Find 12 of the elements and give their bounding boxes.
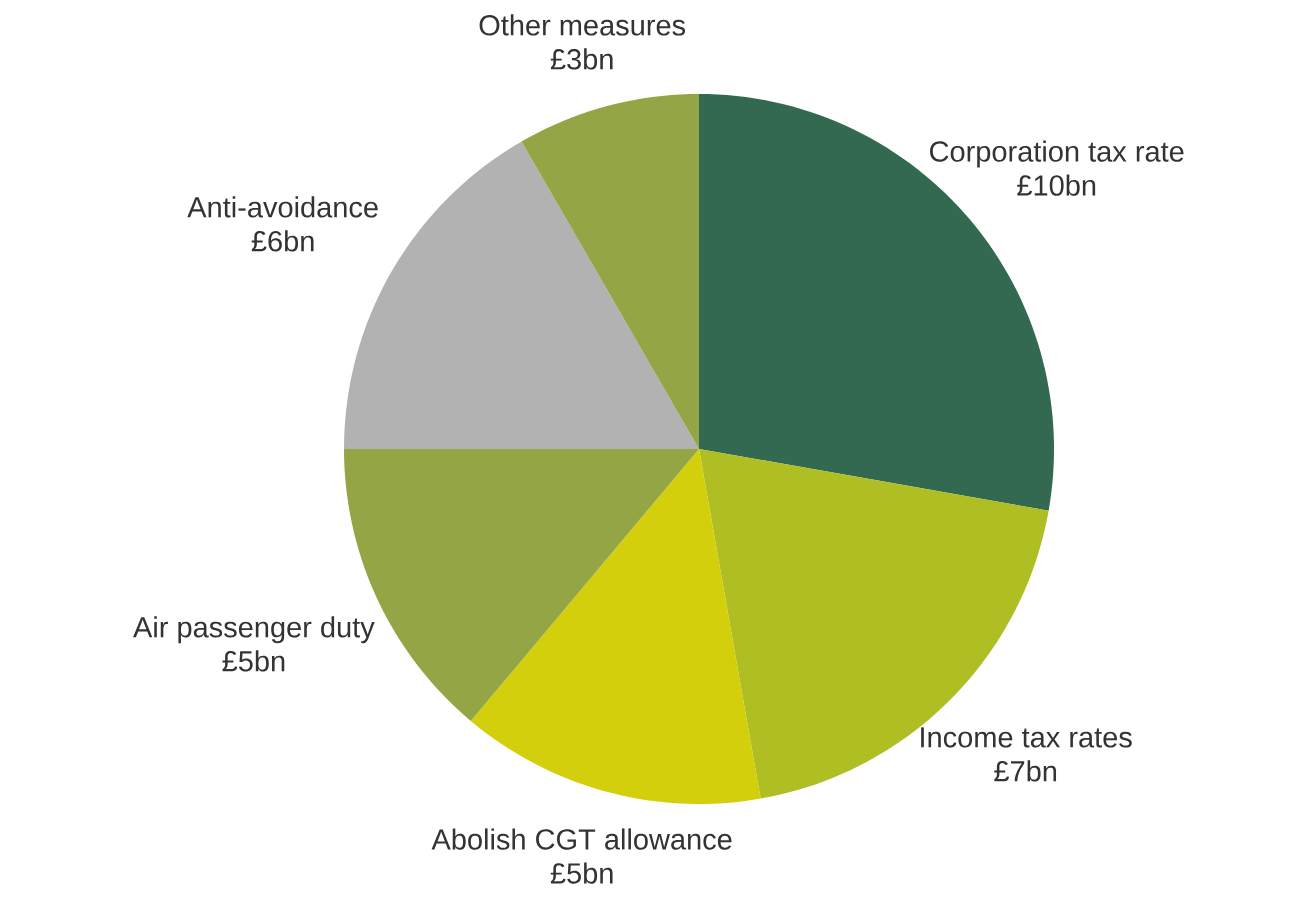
data-label: £10bn	[1017, 174, 1096, 196]
slice-label: Other measures	[479, 14, 686, 36]
data-label: £7bn	[994, 760, 1057, 782]
slice-label: Air passenger duty	[133, 616, 375, 644]
data-label: £3bn	[550, 48, 613, 70]
data-label: £6bn	[251, 230, 314, 252]
slice-label: Corporation tax rate	[930, 140, 1184, 168]
data-label: £5bn	[550, 862, 613, 884]
data-label: £5bn	[222, 650, 285, 672]
slice-label: Income tax rates	[921, 727, 1132, 748]
slice-label: Abolish CGT allowance	[431, 828, 732, 850]
slice-label: Anti-avoidance	[187, 196, 378, 218]
